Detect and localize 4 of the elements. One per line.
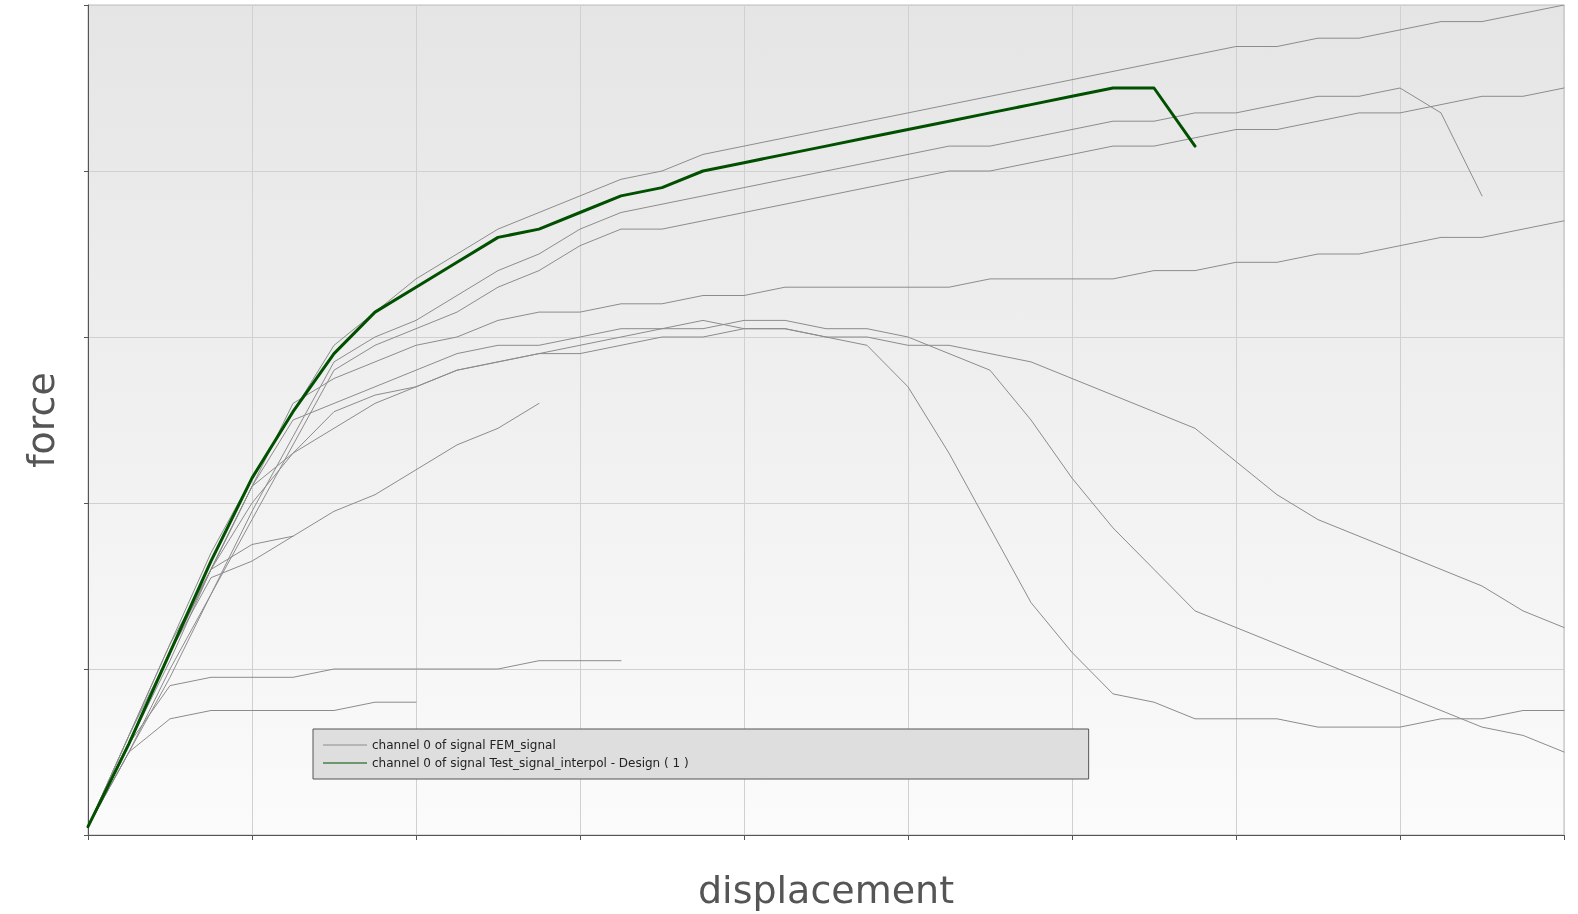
y-axis-title: force: [19, 372, 63, 468]
legend-label: channel 0 of signal FEM_signal: [372, 738, 556, 752]
legend-label: channel 0 of signal Test_signal_interpol - Design ( 1 ): [372, 756, 689, 770]
x-axis-title: displacement: [697, 868, 955, 912]
